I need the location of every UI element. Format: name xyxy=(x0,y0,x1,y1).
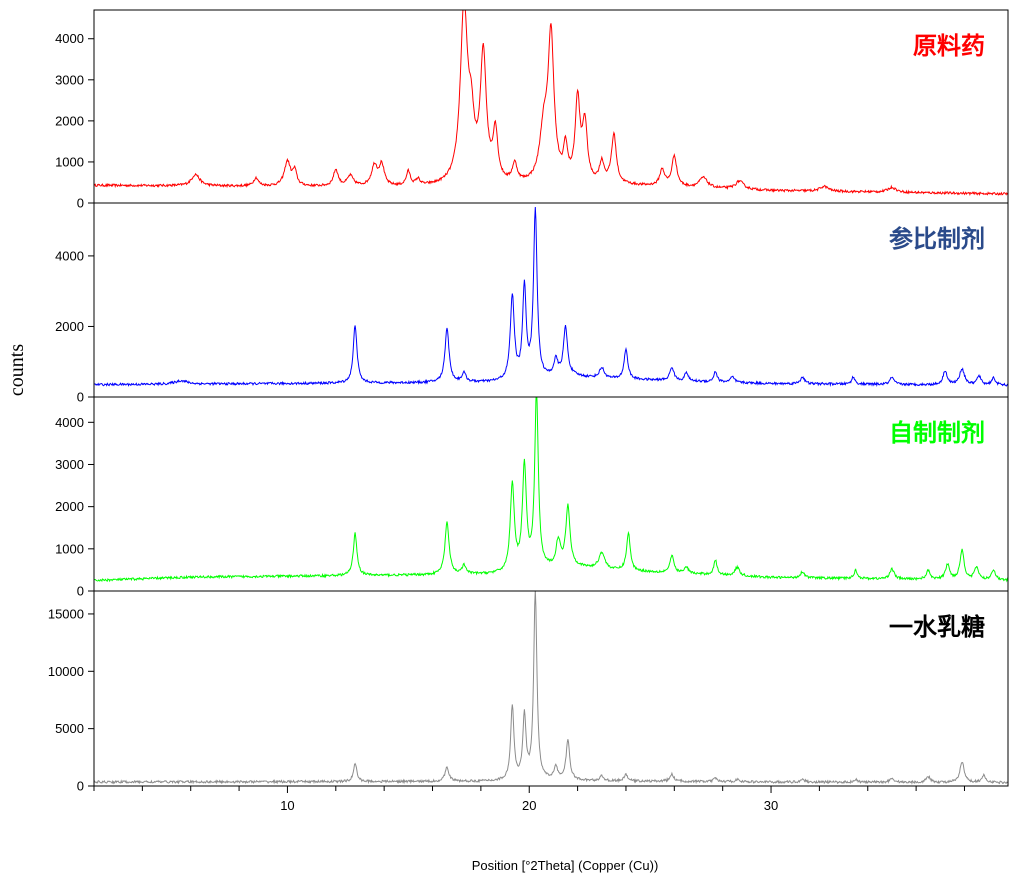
y-tick-label: 2000 xyxy=(55,113,84,128)
chart-panels: 0 1000 2000 3000 4000 原料药 0 2000 4000 参比制剂 0 1000 20… xyxy=(48,9,1009,794)
y-tick-label: 4000 xyxy=(55,31,84,46)
y-tick-label: 0 xyxy=(77,584,84,599)
y-tick-label: 1000 xyxy=(55,154,84,169)
x-axis: 10 20 30 xyxy=(93,786,965,813)
y-axis-title: counts xyxy=(6,344,28,396)
panel-1: 0 1000 2000 3000 4000 原料药 xyxy=(55,9,1009,211)
y-tick-label: 3000 xyxy=(55,457,84,472)
x-axis-title: Position [°2Theta] (Copper (Cu)) xyxy=(472,858,659,873)
series-line-4 xyxy=(94,591,1008,785)
panel-2: 0 2000 4000 参比制剂 xyxy=(55,202,1009,405)
series-label-2: 参比制剂 xyxy=(889,224,985,253)
panel-4: 0 5000 10000 15000 一水乳糖 xyxy=(48,590,1009,794)
y-tick-label: 0 xyxy=(77,390,84,405)
series-line-3 xyxy=(94,397,1008,583)
y-tick-label: 3000 xyxy=(55,72,84,87)
y-tick-label: 1000 xyxy=(55,541,84,556)
y-tick-label: 2000 xyxy=(55,319,84,334)
series-label-3: 自制制剂 xyxy=(889,418,985,447)
y-tick-label: 10000 xyxy=(48,664,84,679)
series-line-2 xyxy=(94,206,1008,388)
x-tick-label: 30 xyxy=(764,798,778,813)
y-tick-label: 2000 xyxy=(55,499,84,514)
panel-frame xyxy=(93,590,1009,787)
panel-frame xyxy=(93,396,1009,592)
x-tick-label: 10 xyxy=(280,798,294,813)
panel-3: 0 1000 2000 3000 4000 自制制剂 xyxy=(55,396,1009,599)
series-label-1: 原料药 xyxy=(913,31,985,60)
series-line-1 xyxy=(94,10,1008,197)
y-tick-label: 15000 xyxy=(48,606,84,621)
y-tick-label: 5000 xyxy=(55,721,84,736)
y-tick-label: 4000 xyxy=(55,415,84,430)
series-label-4: 一水乳糖 xyxy=(889,612,985,641)
panel-frame xyxy=(93,202,1009,398)
y-tick-label: 4000 xyxy=(55,248,84,263)
panel-frame xyxy=(93,9,1009,204)
y-tick-label: 0 xyxy=(77,779,84,794)
x-tick-label: 20 xyxy=(522,798,536,813)
y-tick-label: 0 xyxy=(77,196,84,211)
